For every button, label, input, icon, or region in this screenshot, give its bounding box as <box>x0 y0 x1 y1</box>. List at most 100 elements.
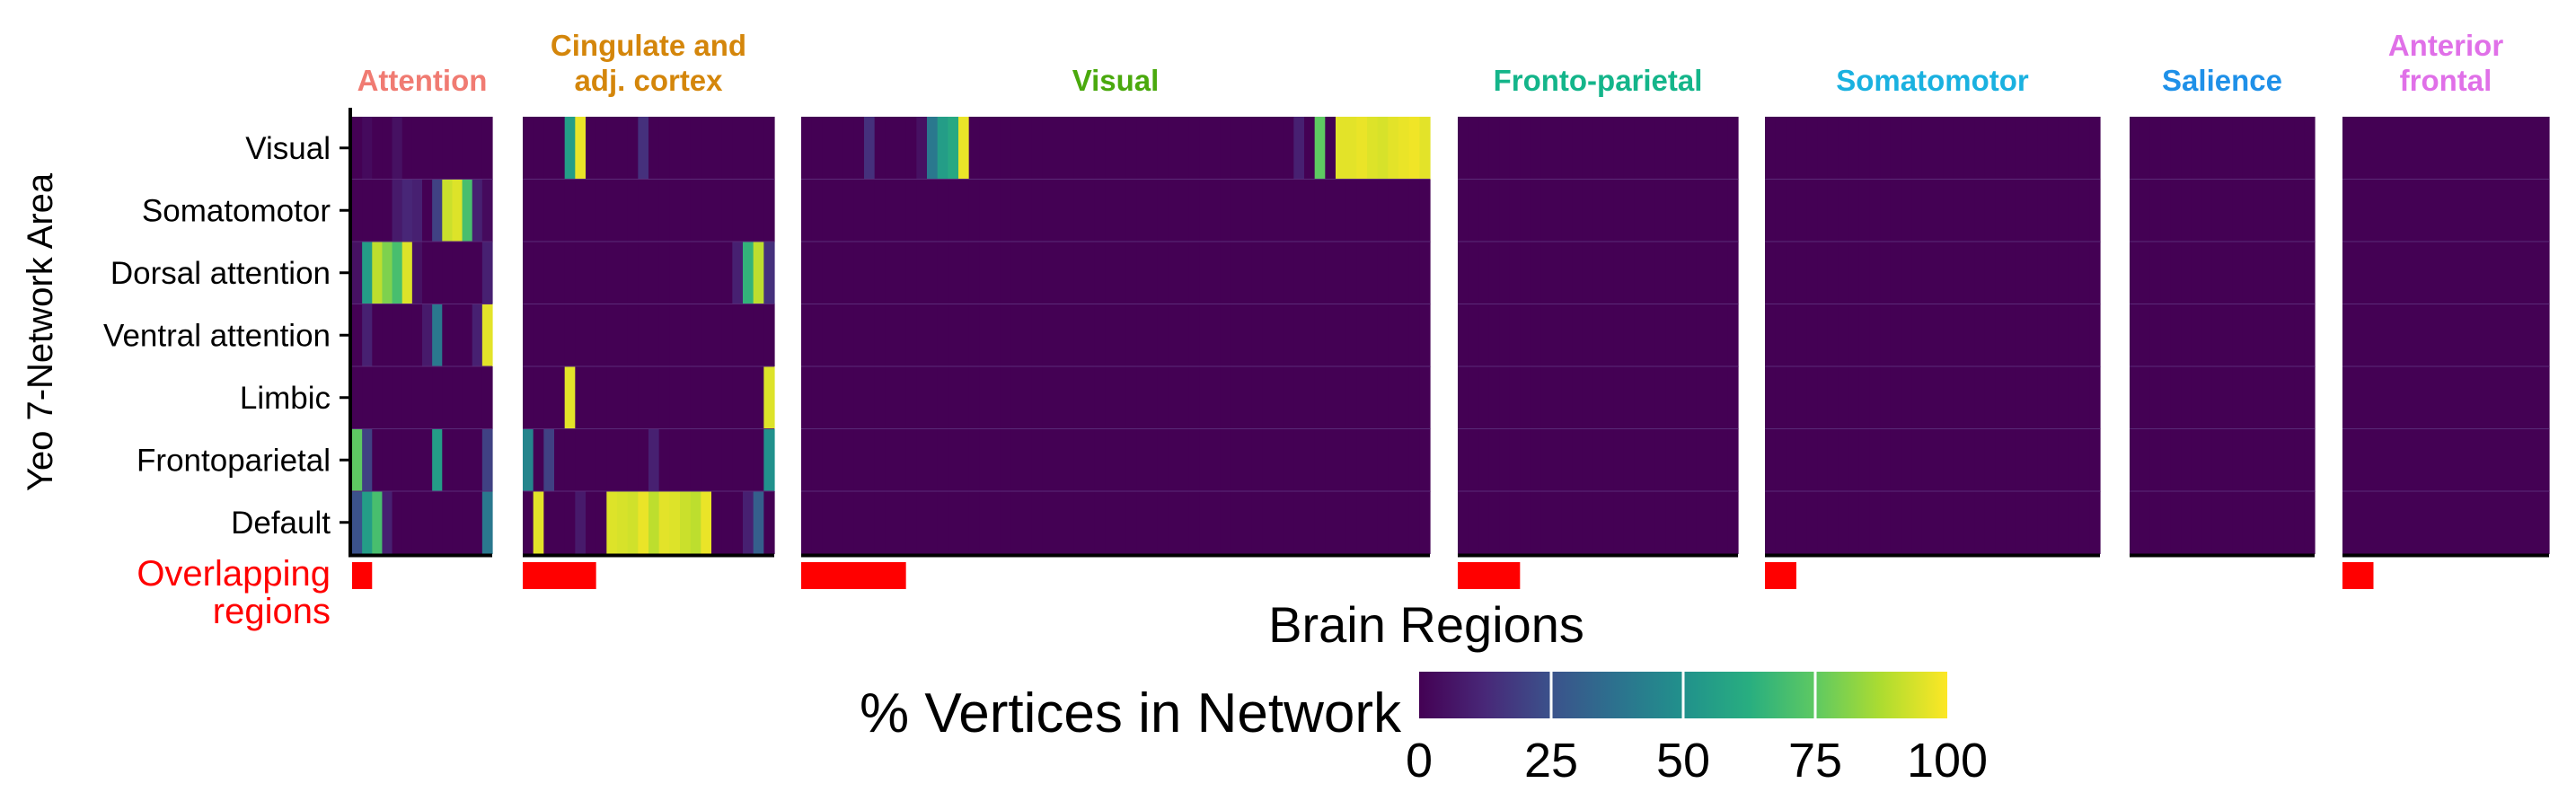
heatmap-cell <box>2294 304 2306 367</box>
heatmap-cell <box>2508 428 2519 492</box>
heatmap-cell <box>1540 242 1552 305</box>
heatmap-cell <box>1419 491 1431 555</box>
heatmap-cell <box>1963 491 1975 555</box>
heatmap-cell <box>1665 366 1677 430</box>
heatmap-cell <box>1561 179 1573 242</box>
heatmap-cell <box>1251 428 1263 492</box>
heatmap-cell <box>979 491 991 555</box>
heatmap-cell <box>2456 428 2467 492</box>
heatmap-cell <box>1116 117 1127 180</box>
heatmap-cell <box>1094 179 1106 242</box>
heatmap-cell <box>2342 242 2354 305</box>
heatmap-cell <box>638 491 649 555</box>
heatmap-cell <box>1943 366 1954 430</box>
heatmap-cell <box>2078 179 2090 242</box>
heatmap-cell <box>937 304 948 367</box>
heatmap-cell <box>1241 242 1253 305</box>
heatmap-cell <box>2232 428 2244 492</box>
heatmap-cell <box>895 304 907 367</box>
heatmap-cell <box>1645 366 1656 430</box>
heatmap-cell <box>1178 304 1190 367</box>
heatmap-cell <box>811 304 823 367</box>
heatmap-cell <box>1817 179 1829 242</box>
heatmap-cell <box>2508 179 2519 242</box>
heatmap-cell <box>382 304 393 367</box>
heatmap-cell <box>352 179 363 242</box>
heatmap-cell <box>2435 242 2447 305</box>
heatmap-cell <box>1806 179 1818 242</box>
heatmap-cell <box>1220 117 1231 180</box>
heatmap-cell <box>833 117 844 180</box>
heatmap-cell <box>1530 242 1542 305</box>
heatmap-cell <box>1458 366 1469 430</box>
heatmap-cell <box>1572 428 1584 492</box>
heatmap-cell <box>1613 117 1625 180</box>
heatmap-cell <box>1147 117 1159 180</box>
heatmap-cell <box>1478 242 1490 305</box>
heatmap-cell <box>617 366 629 430</box>
heatmap-cell <box>2211 179 2223 242</box>
heatmap-cell <box>958 117 970 180</box>
heatmap-cell <box>753 304 764 367</box>
heatmap-cell <box>617 117 629 180</box>
heatmap-cell <box>1551 179 1563 242</box>
heatmap-cell <box>1408 179 1420 242</box>
heatmap-cell <box>2497 491 2509 555</box>
heatmap-cell <box>462 428 473 492</box>
heatmap-cell <box>1094 428 1106 492</box>
heatmap-cell <box>1953 117 1965 180</box>
heatmap-cell <box>1345 242 1357 305</box>
heatmap-cell <box>2497 428 2509 492</box>
heatmap-cell <box>1582 428 1593 492</box>
heatmap-cell <box>411 117 423 180</box>
heatmap-cell <box>1654 242 1666 305</box>
heatmap-cell <box>1963 366 1975 430</box>
heatmap-cell <box>701 491 712 555</box>
heatmap-cell <box>382 366 393 430</box>
heatmap-cell <box>1838 366 1849 430</box>
heatmap-cell <box>905 366 917 430</box>
heatmap-cell <box>1125 242 1137 305</box>
heatmap-cell <box>1398 117 1410 180</box>
heatmap-cell <box>2273 428 2285 492</box>
heatmap-cell <box>833 366 844 430</box>
heatmap-cell <box>1665 242 1677 305</box>
heatmap-cell <box>1314 179 1326 242</box>
heatmap-cell <box>2487 428 2499 492</box>
heatmap-cell <box>1795 428 1808 492</box>
heatmap-cell <box>1136 304 1148 367</box>
heatmap-cell <box>1995 428 2007 492</box>
heatmap-cell <box>401 428 413 492</box>
heatmap-cell <box>2232 491 2244 555</box>
heatmap-cell <box>658 242 670 305</box>
heatmap-cell <box>1499 179 1511 242</box>
heatmap-cell <box>1398 242 1410 305</box>
heatmap-cell <box>874 117 886 180</box>
heatmap-cell <box>1675 304 1687 367</box>
heatmap-cell <box>1273 491 1284 555</box>
heatmap-cell <box>606 428 618 492</box>
heatmap-cell <box>2435 428 2447 492</box>
heatmap-cell <box>1125 304 1137 367</box>
heatmap-cell <box>606 304 618 367</box>
heatmap-cell <box>2528 366 2540 430</box>
heatmap-cell <box>833 428 844 492</box>
heatmap-cell <box>1806 366 1818 430</box>
heatmap-cell <box>1231 242 1242 305</box>
heatmap-cell <box>1499 366 1511 430</box>
heatmap-cell <box>1314 242 1326 305</box>
heatmap-cell <box>1817 491 1829 555</box>
panel-title: Somatomotor <box>1836 64 2029 97</box>
heatmap-cell <box>1984 491 1997 555</box>
panel-title: frontal <box>2400 64 2492 97</box>
heatmap-cell <box>1336 428 1347 492</box>
heatmap-cell <box>1707 366 1718 430</box>
heatmap-cell <box>2373 366 2385 430</box>
heatmap-cell <box>1848 117 1860 180</box>
heatmap-cell <box>627 179 639 242</box>
heatmap-cell <box>2476 304 2488 367</box>
heatmap-cell <box>1168 491 1179 555</box>
heatmap-cell <box>1000 366 1011 430</box>
heatmap-cell <box>1367 428 1379 492</box>
heatmap-cell <box>1147 242 1159 305</box>
